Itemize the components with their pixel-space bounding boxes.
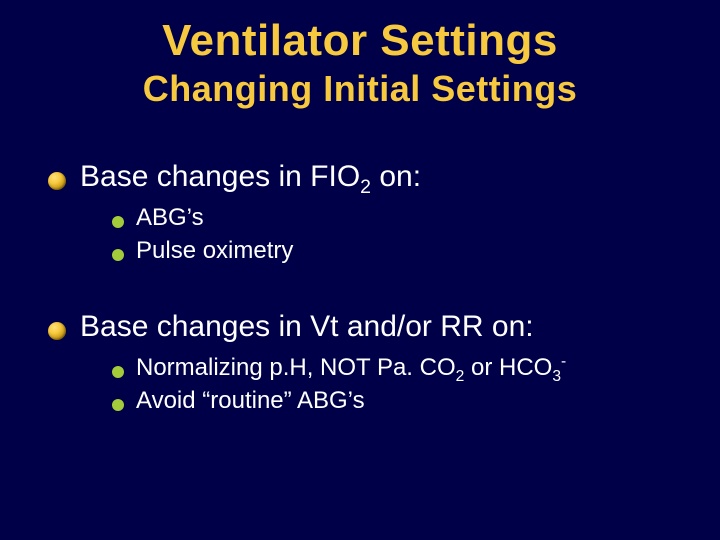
bullet-level1: Base changes in Vt and/or RR on: (48, 308, 672, 346)
sphere-bullet-icon (48, 172, 66, 190)
bullet-level2: Pulse oximetry (112, 235, 672, 266)
bullet-level1: Base changes in FIO2 on: (48, 158, 672, 196)
slide: Ventilator Settings Changing Initial Set… (0, 0, 720, 540)
dot-bullet-icon (112, 366, 124, 378)
sub-bullet-list: ABG’s Pulse oximetry (112, 202, 672, 266)
bullet-text: ABG’s (136, 202, 204, 233)
bullet-text: Base changes in Vt and/or RR on: (80, 308, 534, 346)
sub-bullet-list: Normalizing p.H, NOT Pa. CO2 or HCO3- Av… (112, 352, 672, 416)
bullet-level2: ABG’s (112, 202, 672, 233)
bullet-level2: Normalizing p.H, NOT Pa. CO2 or HCO3- (112, 352, 672, 383)
bullet-level2: Avoid “routine” ABG’s (112, 385, 672, 416)
sphere-bullet-icon (48, 322, 66, 340)
slide-title: Ventilator Settings (48, 18, 672, 64)
bullet-text: Normalizing p.H, NOT Pa. CO2 or HCO3- (136, 352, 566, 383)
dot-bullet-icon (112, 249, 124, 261)
slide-subtitle: Changing Initial Settings (48, 68, 672, 110)
dot-bullet-icon (112, 399, 124, 411)
dot-bullet-icon (112, 216, 124, 228)
bullet-text: Base changes in FIO2 on: (80, 158, 421, 196)
bullet-text: Pulse oximetry (136, 235, 293, 266)
bullet-text: Avoid “routine” ABG’s (136, 385, 365, 416)
slide-content: Base changes in FIO2 on: ABG’s Pulse oxi… (48, 158, 672, 416)
